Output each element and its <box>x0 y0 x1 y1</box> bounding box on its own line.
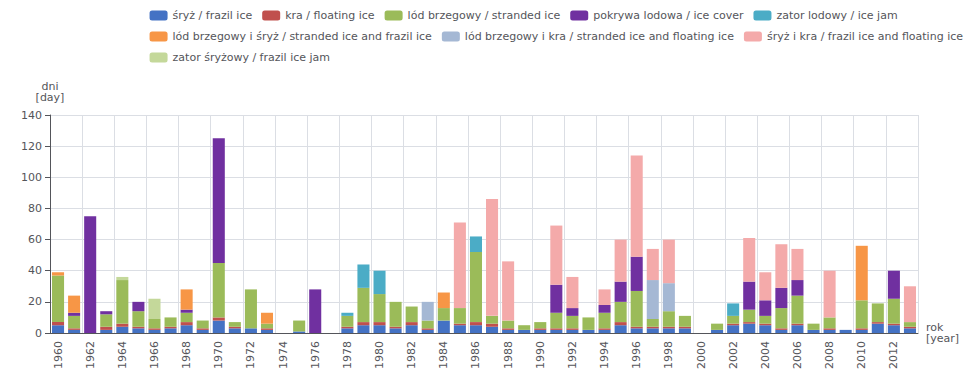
svg-text:2000: 2000 <box>695 341 708 369</box>
svg-text:śryż i kra / frazil ice and fl: śryż i kra / frazil ice and floating ice <box>767 30 963 43</box>
svg-text:dni: dni <box>41 80 59 93</box>
svg-text:1962: 1962 <box>84 341 97 369</box>
svg-text:140: 140 <box>21 109 42 122</box>
svg-text:1978: 1978 <box>341 341 354 369</box>
svg-text:1996: 1996 <box>630 341 643 369</box>
svg-text:1974: 1974 <box>277 341 290 369</box>
svg-text:1998: 1998 <box>662 341 675 369</box>
svg-text:1966: 1966 <box>148 341 161 369</box>
svg-text:1994: 1994 <box>598 341 611 369</box>
svg-text:100: 100 <box>21 171 42 184</box>
svg-text:[year]: [year] <box>926 332 959 345</box>
svg-text:1964: 1964 <box>116 341 129 369</box>
svg-text:2002: 2002 <box>727 341 740 369</box>
svg-text:2006: 2006 <box>791 341 804 369</box>
svg-text:zator lodowy / ice jam: zator lodowy / ice jam <box>776 9 897 22</box>
svg-text:2010: 2010 <box>855 341 868 369</box>
svg-text:1976: 1976 <box>309 341 322 369</box>
svg-text:lód brzegowy i śryż / stranded: lód brzegowy i śryż / stranded ice and f… <box>173 30 433 43</box>
svg-text:[day]: [day] <box>36 91 65 104</box>
svg-text:2004: 2004 <box>759 341 772 369</box>
svg-text:pokrywa lodowa / ice cover: pokrywa lodowa / ice cover <box>593 9 744 22</box>
svg-text:1970: 1970 <box>212 341 225 369</box>
svg-text:40: 40 <box>28 264 42 277</box>
svg-text:lód brzegowy / stranded ice: lód brzegowy / stranded ice <box>408 9 561 22</box>
svg-text:120: 120 <box>21 140 42 153</box>
svg-text:20: 20 <box>28 295 42 308</box>
svg-text:1968: 1968 <box>180 341 193 369</box>
svg-text:60: 60 <box>28 233 42 246</box>
svg-text:kra / floating ice: kra / floating ice <box>285 9 375 22</box>
svg-text:2008: 2008 <box>823 341 836 369</box>
svg-text:1980: 1980 <box>373 341 386 369</box>
svg-text:1982: 1982 <box>405 341 418 369</box>
svg-text:1984: 1984 <box>437 341 450 369</box>
svg-text:1960: 1960 <box>52 341 65 369</box>
svg-text:śryż / frazil ice: śryż / frazil ice <box>173 9 253 22</box>
svg-text:rok: rok <box>926 321 944 334</box>
svg-text:80: 80 <box>28 202 42 215</box>
svg-text:2012: 2012 <box>887 341 900 369</box>
svg-text:0: 0 <box>35 327 42 340</box>
svg-text:1972: 1972 <box>244 341 257 369</box>
svg-text:1990: 1990 <box>534 341 547 369</box>
svg-text:1988: 1988 <box>502 341 515 369</box>
svg-text:1986: 1986 <box>469 341 482 369</box>
svg-text:zator śryżowy / frazil ice jam: zator śryżowy / frazil ice jam <box>173 51 330 64</box>
svg-text:1992: 1992 <box>566 341 579 369</box>
svg-text:lód brzegowy i kra / stranded: lód brzegowy i kra / stranded ice and fl… <box>465 30 734 43</box>
